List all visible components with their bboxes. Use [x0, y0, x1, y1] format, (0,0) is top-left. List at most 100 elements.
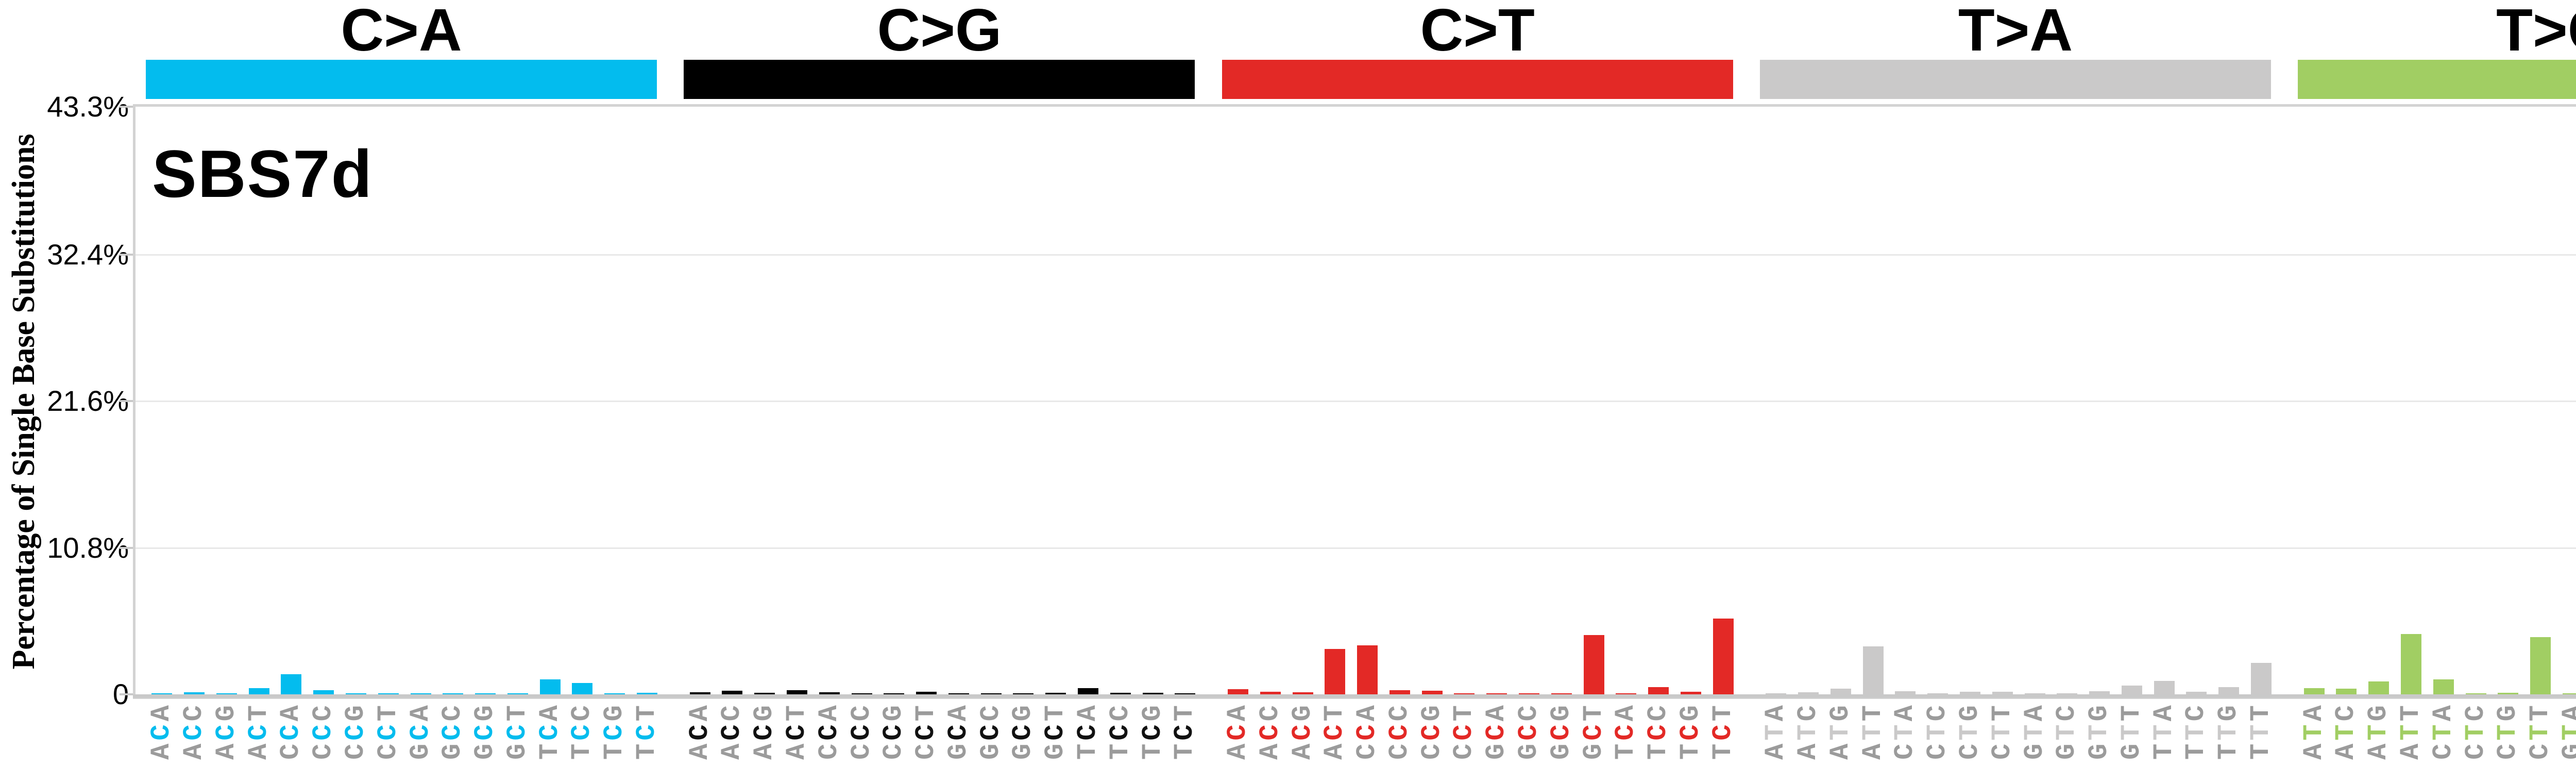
- bar-CTG: [2498, 692, 2519, 694]
- x-label-CCG: CCG: [1417, 692, 1447, 767]
- x-label-ATG: ATG: [2363, 692, 2394, 767]
- x-label-letter: C: [1890, 740, 1921, 760]
- x-label-letter: T: [2331, 721, 2362, 741]
- group-header-bar: [684, 60, 1195, 99]
- x-label-letter: T: [2493, 721, 2523, 741]
- bar-ACC: [1260, 692, 1281, 694]
- x-label-letter: G: [1578, 740, 1609, 760]
- x-label-GCA: GCA: [405, 692, 436, 767]
- bar-GCC: [980, 693, 1002, 694]
- x-label-GCT: GCT: [502, 692, 533, 767]
- x-label-TCC: TCC: [1643, 692, 1674, 767]
- x-label-letter: G: [2084, 702, 2115, 722]
- x-label-letter: A: [276, 702, 307, 722]
- bar-GCG: [475, 693, 496, 694]
- x-label-letter: A: [1760, 740, 1791, 760]
- x-label-letter: G: [2019, 740, 2050, 760]
- x-label-ACG: ACG: [211, 692, 242, 767]
- x-label-ATC: ATC: [1793, 692, 1824, 767]
- x-label-letter: C: [1922, 702, 1953, 722]
- x-label-letter: G: [341, 702, 371, 722]
- x-label-letter: T: [1170, 740, 1200, 760]
- bar-GCC: [443, 693, 464, 694]
- x-label-letter: G: [599, 702, 630, 722]
- x-label-letter: C: [814, 740, 844, 760]
- bar-CCT: [1454, 693, 1475, 694]
- bar-CCT: [916, 691, 937, 694]
- x-label-letter: T: [1611, 740, 1641, 760]
- bar-CCC: [1389, 690, 1410, 694]
- bar-GCG: [1013, 693, 1034, 694]
- x-label-letter: A: [2019, 702, 2050, 722]
- x-label-letter: T: [1105, 740, 1136, 760]
- x-label-ACG: ACG: [749, 692, 780, 767]
- bar-ATC: [1798, 692, 1819, 694]
- x-label-letter: C: [846, 721, 877, 741]
- x-label-letter: C: [1793, 702, 1824, 722]
- x-label-letter: C: [1008, 721, 1039, 741]
- x-label-letter: C: [1955, 740, 1985, 760]
- bar-CCA: [281, 674, 302, 694]
- x-label-letter: G: [470, 702, 501, 722]
- bar-ACG: [754, 693, 775, 694]
- x-label-CTG: CTG: [2493, 692, 2523, 767]
- bar-TCG: [604, 693, 625, 694]
- x-label-letter: C: [1072, 721, 1103, 741]
- x-label-ACA: ACA: [146, 692, 177, 767]
- x-label-letter: A: [749, 740, 780, 760]
- x-label-letter: C: [341, 740, 371, 760]
- bar-CTG: [1960, 692, 1980, 694]
- y-tick-mark: [120, 693, 133, 695]
- x-label-letter: T: [2245, 721, 2276, 741]
- x-label-letter: C: [943, 721, 974, 741]
- x-label-CCC: CCC: [846, 692, 877, 767]
- x-label-letter: A: [2428, 702, 2459, 722]
- bar-GTA: [2562, 693, 2576, 694]
- x-label-letter: G: [2052, 740, 2082, 760]
- x-label-letter: T: [2052, 721, 2082, 741]
- bar-ACG: [216, 693, 237, 694]
- x-label-letter: A: [684, 740, 715, 760]
- group-header-bar: [1760, 60, 2271, 99]
- bar-TCT: [1713, 618, 1734, 694]
- x-label-letter: C: [308, 702, 339, 722]
- x-label-ATT: ATT: [1858, 692, 1888, 767]
- x-label-letter: C: [1384, 740, 1415, 760]
- x-label-letter: C: [372, 721, 403, 741]
- x-label-letter: T: [2213, 740, 2244, 760]
- x-label-letter: T: [2363, 721, 2394, 741]
- x-label-letter: C: [567, 721, 598, 741]
- x-label-letter: C: [631, 721, 662, 741]
- x-label-letter: C: [1319, 721, 1350, 741]
- x-label-letter: T: [2245, 740, 2276, 760]
- x-label-TCA: TCA: [1611, 692, 1641, 767]
- x-label-letter: T: [2116, 721, 2147, 741]
- x-label-letter: C: [243, 721, 274, 741]
- bar-ACG: [1292, 692, 1313, 694]
- x-label-letter: C: [1255, 702, 1285, 722]
- x-label-letter: C: [1643, 721, 1674, 741]
- bar-TCT: [1175, 693, 1196, 694]
- x-label-letter: T: [1825, 721, 1856, 741]
- x-label-letter: A: [211, 740, 242, 760]
- x-label-letter: T: [534, 740, 565, 760]
- x-label-letter: A: [243, 740, 274, 760]
- x-label-letter: C: [211, 721, 242, 741]
- x-label-TCG: TCG: [1137, 692, 1168, 767]
- x-label-letter: C: [717, 702, 748, 722]
- x-label-CTC: CTC: [1922, 692, 1953, 767]
- x-label-letter: T: [2428, 721, 2459, 741]
- x-label-letter: T: [1137, 740, 1168, 760]
- x-label-GCA: GCA: [1481, 692, 1512, 767]
- x-label-letter: C: [846, 702, 877, 722]
- x-label-letter: G: [1481, 740, 1512, 760]
- bar-CCC: [313, 690, 334, 694]
- bar-CCA: [819, 692, 840, 694]
- y-tick-label: 32.4%: [47, 238, 129, 271]
- x-label-letter: C: [911, 740, 942, 760]
- x-label-ATT: ATT: [2396, 692, 2426, 767]
- y-tick-label: 43.3%: [47, 90, 129, 123]
- x-label-letter: C: [1449, 740, 1480, 760]
- gridline: [135, 401, 2576, 403]
